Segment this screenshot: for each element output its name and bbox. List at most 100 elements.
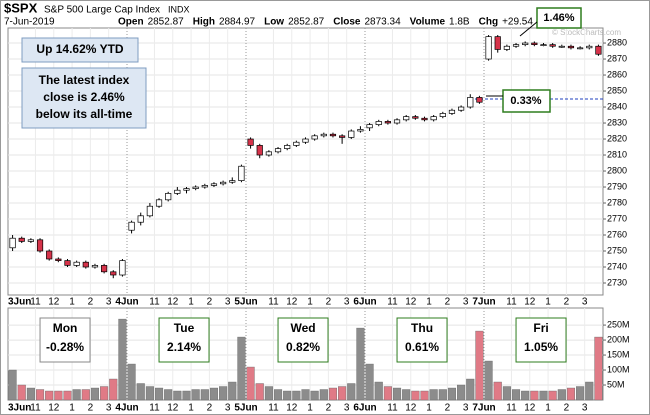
- candle-body: [265, 151, 272, 156]
- candle-body: [274, 148, 282, 153]
- x-tick-label: 2: [88, 297, 94, 308]
- volume-bar: [26, 387, 35, 401]
- x-tick-label: 11: [506, 297, 517, 308]
- candle-body: [55, 258, 62, 261]
- candle-body: [9, 237, 16, 249]
- price-panel: [7, 27, 604, 296]
- x-tick-label: 12: [48, 297, 60, 308]
- x-tick-label: 11: [387, 297, 398, 308]
- x-tick-label: 11: [268, 297, 279, 308]
- volume-bar: [17, 384, 26, 401]
- exchange: INDX: [168, 4, 190, 14]
- x-tick-label: 11: [506, 403, 517, 414]
- volume-bar: [576, 386, 585, 401]
- volume-bar: [502, 386, 511, 401]
- x-tick-label: 3Jun: [8, 403, 31, 414]
- x-tick-label: 11: [30, 297, 41, 308]
- x-tick-label: 1: [307, 403, 313, 414]
- to-high-text: 0.33%: [510, 95, 541, 107]
- candle-body: [46, 250, 53, 260]
- volume-bar: [35, 389, 45, 401]
- date: 7-Jun-2019: [4, 17, 55, 28]
- day-box: [396, 317, 448, 363]
- candle-body: [503, 45, 510, 50]
- volume-tick-label: 250M: [607, 319, 630, 329]
- ytd-box: [21, 37, 139, 63]
- volume-bar: [374, 381, 383, 401]
- ytd-text: Up 14.62% YTD: [36, 42, 123, 56]
- volume-bar: [54, 390, 63, 401]
- volume-bar: [72, 389, 81, 401]
- candle-body: [595, 45, 602, 55]
- candle-body: [220, 181, 227, 185]
- x-tick-label: 12: [405, 297, 417, 308]
- volume-bar: [8, 369, 17, 401]
- volume-bar: [420, 390, 429, 401]
- arrow: [519, 21, 538, 37]
- day-box: [277, 317, 329, 363]
- volume-bar: [347, 383, 356, 401]
- candle-body: [329, 133, 337, 137]
- stat-label: Open: [118, 17, 144, 28]
- y-tick-label: 2880: [607, 37, 627, 47]
- x-tick-label: 12: [48, 403, 60, 414]
- volume-bar: [566, 387, 576, 401]
- volume-bar: [466, 378, 475, 401]
- x-tick-label: 3: [344, 403, 350, 414]
- volume-tick-label: 100M: [607, 364, 630, 374]
- watermark: © StockCharts.com: [552, 28, 621, 37]
- fri-gain-box: [536, 7, 582, 29]
- volume-bar: [136, 383, 145, 401]
- title: S&P 500 Large Cap Index: [44, 5, 160, 16]
- volume-bar: [310, 390, 319, 401]
- volume-bar: [447, 387, 457, 401]
- candle-body: [467, 97, 474, 108]
- x-tick-label: 6Jun: [353, 403, 376, 414]
- candle-body: [366, 124, 373, 129]
- x-tick-label: 12: [405, 403, 417, 414]
- x-tick-label: 2: [326, 403, 332, 414]
- ath-text: below its all-time: [36, 107, 133, 121]
- volume-bar: [548, 390, 557, 401]
- candle-body: [311, 135, 318, 140]
- candle-body: [229, 180, 236, 183]
- candle-body: [27, 239, 34, 242]
- x-tick-label: 5Jun: [234, 403, 257, 414]
- candle-body: [412, 116, 419, 119]
- x-tick-label: 1: [545, 297, 551, 308]
- candle-body: [101, 265, 108, 273]
- stat-value: 1.8B: [449, 17, 470, 28]
- y-tick-label: 2790: [607, 181, 627, 191]
- x-tick-label: 12: [167, 403, 179, 414]
- candle-body: [393, 119, 401, 124]
- y-tick-label: 2870: [607, 53, 627, 63]
- y-tick-label: 2760: [607, 229, 627, 239]
- candle-body: [577, 47, 584, 50]
- candle-body: [421, 117, 428, 121]
- x-tick-label: 3: [463, 403, 469, 414]
- volume-bar: [81, 389, 90, 401]
- candle-body: [192, 186, 199, 189]
- volume-bar: [219, 386, 228, 401]
- candle-body: [302, 138, 309, 143]
- y-tick-label: 2820: [607, 133, 627, 143]
- day-name: Thu: [411, 321, 433, 335]
- ath-text: close is 2.46%: [43, 90, 125, 104]
- volume-bar: [246, 366, 255, 401]
- volume-bar: [90, 387, 100, 401]
- ath-box: [21, 67, 147, 129]
- volume-bar: [237, 336, 246, 401]
- x-tick-label: 11: [268, 403, 279, 414]
- candle-body: [375, 121, 382, 125]
- y-tick-label: 2830: [607, 117, 627, 127]
- candle-body: [82, 261, 89, 268]
- candle-body: [476, 97, 483, 103]
- x-tick-label: 1: [307, 297, 313, 308]
- candle-body: [320, 133, 327, 137]
- candle-body: [348, 130, 355, 138]
- stat-label: Close: [333, 17, 361, 28]
- x-tick-label: 3: [344, 297, 350, 308]
- x-tick-label: 1: [426, 403, 432, 414]
- candle-body: [183, 188, 190, 191]
- candle-body: [512, 44, 520, 47]
